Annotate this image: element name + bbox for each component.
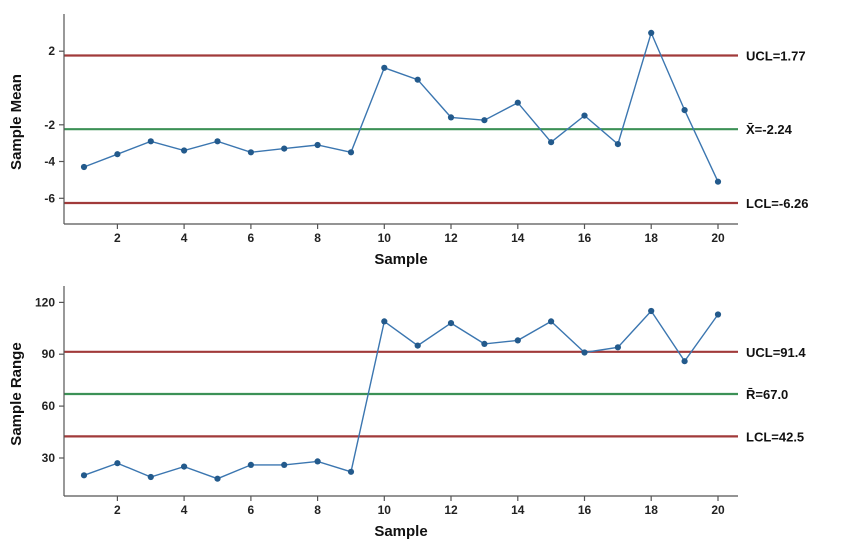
data-point [514, 337, 521, 344]
x-tick-label: 8 [314, 503, 321, 517]
y-tick-label: 120 [35, 295, 55, 309]
x-tick-label: 8 [314, 231, 321, 245]
data-point [714, 311, 722, 318]
data-point [681, 358, 688, 365]
x-tick-label: 2 [114, 503, 121, 517]
data-point [281, 145, 288, 152]
data-point [447, 320, 455, 327]
data-point [314, 141, 321, 149]
data-point [481, 117, 488, 124]
data-point [581, 349, 588, 356]
xbar-chart-slot: 2 4 6 8 10 12 14 16 18 20 2 -2 -4 -6 Sample Sample Mean… [0, 6, 842, 278]
data-point [347, 149, 355, 156]
data-point [447, 114, 455, 121]
data-point [214, 475, 221, 482]
x-tick-label: 6 [248, 231, 255, 245]
y-tick-label: -4 [44, 155, 55, 169]
x-tick-label: 14 [511, 503, 525, 517]
x-tick-label: 20 [711, 231, 725, 245]
data-point [381, 318, 388, 325]
control-limit-label: UCL=91.4 [746, 345, 806, 360]
data-point [181, 463, 188, 470]
control-limit-label: UCL=1.77 [746, 49, 806, 64]
control-limit-label: LCL=-6.26 [746, 196, 809, 211]
y-tick-label: 60 [42, 399, 56, 413]
data-point [214, 138, 221, 145]
x-tick-label: 20 [711, 503, 725, 517]
data-point [714, 178, 722, 185]
data-point [147, 473, 154, 481]
x-tick-label: 16 [578, 503, 592, 517]
x-axis-title: Sample [374, 251, 427, 268]
x-tick-label: 14 [511, 231, 525, 245]
y-axis-title: Sample Mean [8, 74, 25, 170]
x-tick-label: 18 [645, 503, 659, 517]
data-point [80, 163, 88, 171]
data-point [614, 344, 622, 351]
data-point [147, 138, 154, 145]
data-point [514, 99, 521, 106]
data-point [247, 149, 254, 156]
y-tick-label: 90 [42, 347, 56, 361]
data-point [247, 461, 254, 468]
r-chart-slot: 2 4 6 8 10 12 14 16 18 20 30 60 90 120 Sample Sample Ra… [0, 278, 842, 550]
xbar-chart: 2 4 6 8 10 12 14 16 18 20 2 -2 -4 -6 Sample Sample Mean… [8, 14, 809, 268]
control-limit-label: X̄=-2.24 [746, 122, 793, 137]
x-tick-label: 18 [645, 231, 659, 245]
x-tick-label: 12 [444, 231, 458, 245]
data-point [414, 76, 421, 83]
r-chart: 2 4 6 8 10 12 14 16 18 20 30 60 90 120 Sample Sample Ra… [8, 286, 806, 540]
data-point [581, 112, 588, 119]
y-tick-label: 2 [48, 44, 55, 58]
data-point [548, 139, 555, 146]
data-point [347, 468, 355, 475]
x-tick-label: 10 [378, 231, 392, 245]
data-point [648, 307, 655, 315]
data-point [614, 141, 622, 148]
x-axis-title: Sample [374, 523, 427, 540]
data-point [381, 64, 388, 71]
data-point [648, 29, 655, 36]
data-point [548, 318, 555, 325]
control-limit-label: LCL=42.5 [746, 429, 804, 444]
data-point [181, 147, 188, 154]
data-point [114, 151, 121, 158]
x-tick-label: 12 [444, 503, 458, 517]
x-tick-label: 4 [181, 231, 188, 245]
x-tick-label: 16 [578, 231, 592, 245]
x-tick-label: 4 [181, 503, 188, 517]
x-tick-label: 10 [378, 503, 392, 517]
data-point [314, 458, 321, 465]
y-tick-label: -6 [44, 191, 55, 205]
y-tick-label: 30 [42, 451, 56, 465]
y-axis-title: Sample Range [8, 342, 25, 445]
x-tick-label: 6 [248, 503, 255, 517]
data-point [681, 107, 688, 114]
data-point [281, 461, 288, 468]
series-line [83, 30, 719, 182]
series-line [83, 309, 719, 480]
x-tick-label: 2 [114, 231, 121, 245]
data-point [80, 472, 88, 479]
data-point [481, 340, 488, 347]
data-point [114, 460, 121, 467]
y-tick-label: -2 [44, 118, 55, 132]
data-point [414, 342, 421, 349]
control-limit-label: R̄=67.0 [746, 387, 788, 402]
